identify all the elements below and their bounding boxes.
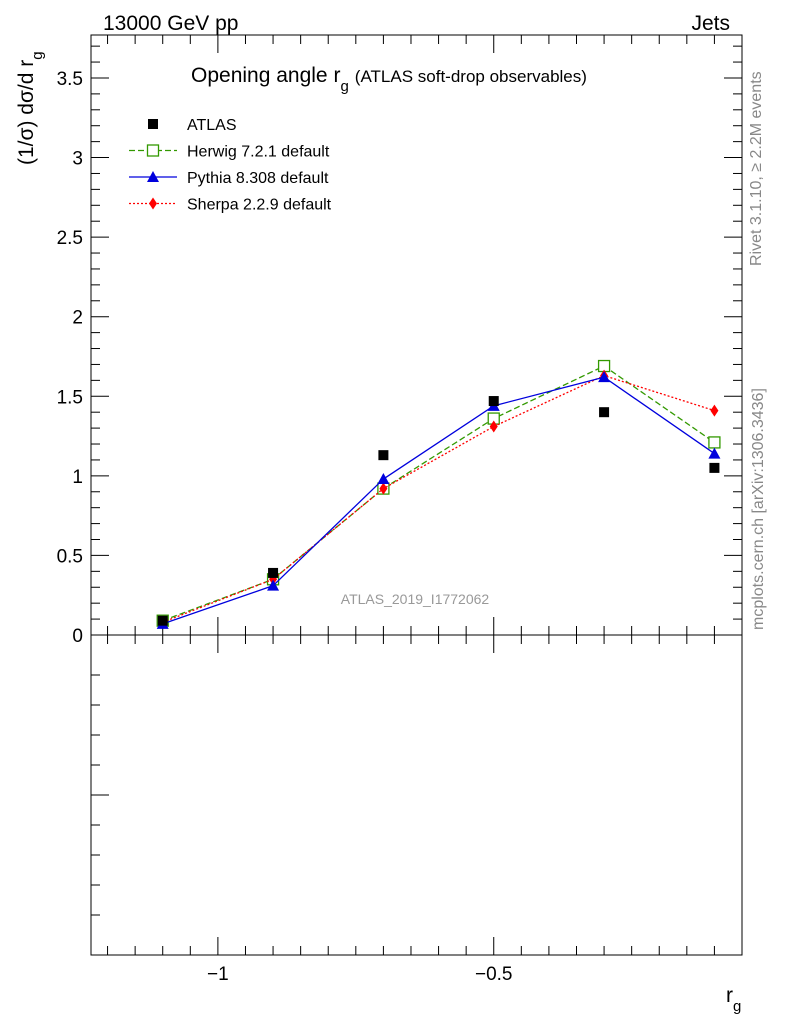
y-tick-label: 0.5 (57, 546, 83, 567)
axis-ticks: 0 0.5 1 1.5 2 2.5 3 3.5 −1 −0.5 (57, 35, 743, 985)
analysis-label: ATLAS_2019_I1772062 (341, 591, 490, 607)
x-tick-label: −1 (207, 964, 229, 985)
legend-label-atlas: ATLAS (187, 117, 237, 134)
chart-title-extra: (ATLAS soft-drop observables) (355, 67, 587, 86)
energy-label: 13000 GeV pp (103, 12, 238, 35)
legend-marker-herwig (146, 144, 160, 157)
y-tick-label: 0 (72, 626, 83, 647)
legend-item-herwig: Herwig 7.2.1 default (129, 144, 330, 161)
y-tick-label: 1 (72, 467, 83, 488)
series-line-herwig (162, 365, 715, 622)
chart-title: Opening angle rg (ATLAS soft-drop observa… (191, 64, 587, 95)
data-point-sherpa (379, 482, 388, 495)
data-point-herwig (708, 436, 721, 449)
process-label: Jets (691, 12, 730, 35)
chart-title-main: Opening angle r (191, 64, 340, 87)
data-point-pythia (708, 447, 721, 459)
y-axis-label-subscript: g (29, 51, 46, 59)
series-layer (156, 359, 721, 629)
legend-marker-pythia (147, 171, 159, 182)
legend-label-sherpa: Sherpa 2.2.9 default (187, 197, 332, 214)
x-axis-label: rg (726, 984, 741, 1015)
y-tick-label: 3.5 (57, 69, 83, 90)
y-tick-label: 2 (72, 308, 83, 329)
data-point-atlas (599, 407, 610, 418)
x-axis-label-subscript: g (733, 998, 741, 1015)
series-herwig (156, 359, 721, 627)
series-line-pythia (162, 376, 715, 625)
legend-label-herwig: Herwig 7.2.1 default (187, 144, 330, 161)
data-point-atlas (488, 396, 499, 407)
legend-marker-sherpa (149, 197, 157, 210)
data-point-pythia (598, 371, 611, 383)
x-tick-label: −0.5 (475, 964, 513, 985)
series-line-sherpa (162, 374, 715, 623)
legend-label-pythia: Pythia 8.308 default (187, 170, 329, 187)
data-point-atlas (378, 450, 389, 461)
y-tick-label: 1.5 (57, 387, 83, 408)
series-pythia (156, 371, 721, 629)
legend-item-sherpa: Sherpa 2.2.9 default (129, 197, 332, 214)
x-axis-label-main: r (726, 984, 733, 1007)
data-point-atlas (157, 615, 168, 626)
ratio-plot-frame (90, 634, 743, 956)
y-tick-label: 2.5 (57, 228, 83, 249)
data-point-atlas (709, 462, 720, 473)
chart-title-subscript: g (340, 78, 348, 95)
legend-marker-atlas (148, 119, 158, 129)
legend-item-atlas: ATLAS (148, 117, 237, 134)
data-point-pythia (267, 579, 280, 591)
data-point-sherpa (710, 404, 719, 417)
y-tick-label: 3 (72, 149, 83, 170)
legend: ATLAS Herwig 7.2.1 default Pythia 8.308 de… (129, 117, 332, 214)
legend-item-pythia: Pythia 8.308 default (129, 170, 329, 187)
series-sherpa (158, 369, 719, 629)
data-point-atlas (268, 567, 279, 578)
data-point-sherpa (489, 420, 498, 433)
data-point-pythia (377, 473, 390, 485)
y-axis-label-main: (1/σ) dσ/d r (15, 60, 38, 165)
series-atlas (157, 396, 720, 626)
rivet-label: Rivet 3.1.10, ≥ 2.2M events (748, 71, 765, 266)
y-axis-label: (1/σ) dσ/d rg (15, 51, 46, 165)
mcplots-label: mcplots.cern.ch [arXiv:1306.3436] (750, 388, 767, 630)
